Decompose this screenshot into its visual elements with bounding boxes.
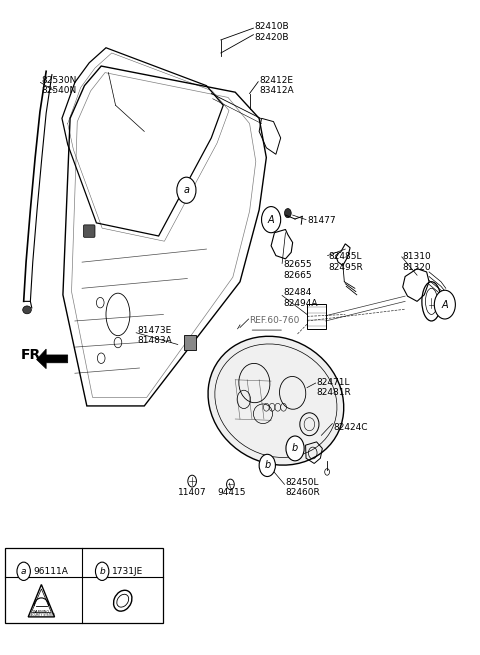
Circle shape	[177, 177, 196, 203]
Text: REF.60-760: REF.60-760	[250, 316, 300, 326]
Text: b: b	[99, 567, 105, 576]
Text: 11407: 11407	[178, 488, 206, 496]
Polygon shape	[36, 349, 68, 369]
Text: 81477: 81477	[307, 216, 336, 225]
Circle shape	[17, 562, 30, 580]
Text: 1731JE: 1731JE	[112, 567, 143, 576]
Text: a: a	[183, 185, 190, 195]
Ellipse shape	[23, 306, 31, 314]
Text: 81310
81320: 81310 81320	[403, 252, 432, 272]
FancyBboxPatch shape	[184, 335, 196, 350]
Circle shape	[96, 562, 109, 580]
Text: 82484
82494A: 82484 82494A	[283, 288, 318, 308]
Text: 94415: 94415	[217, 488, 246, 496]
Text: 82424C: 82424C	[333, 423, 368, 432]
Circle shape	[434, 290, 456, 319]
Text: 82530N
82540N: 82530N 82540N	[41, 76, 77, 96]
Text: 82471L
82481R: 82471L 82481R	[317, 378, 351, 398]
Text: 81473E
81483A: 81473E 81483A	[137, 326, 172, 345]
Text: b: b	[292, 443, 298, 453]
Text: 82412E
83412A: 82412E 83412A	[259, 76, 294, 96]
Text: 82410B
82420B: 82410B 82420B	[254, 22, 289, 42]
Ellipse shape	[208, 336, 344, 465]
Text: 82450L
82460R: 82450L 82460R	[286, 478, 320, 497]
Text: SECURITY SYSTEM: SECURITY SYSTEM	[29, 613, 54, 617]
Text: 96111A: 96111A	[33, 567, 68, 576]
Circle shape	[285, 208, 291, 217]
Text: 82655
82665: 82655 82665	[283, 260, 312, 280]
Text: 82485L
82495R: 82485L 82495R	[328, 252, 363, 272]
Text: A: A	[442, 299, 448, 310]
Circle shape	[262, 206, 281, 233]
FancyBboxPatch shape	[84, 225, 95, 237]
Text: A: A	[268, 215, 275, 225]
Circle shape	[259, 455, 276, 477]
Text: b: b	[264, 460, 270, 470]
Text: a: a	[21, 567, 26, 576]
Text: WARNING: WARNING	[33, 610, 50, 614]
Circle shape	[286, 436, 304, 461]
Text: FR.: FR.	[21, 348, 47, 362]
